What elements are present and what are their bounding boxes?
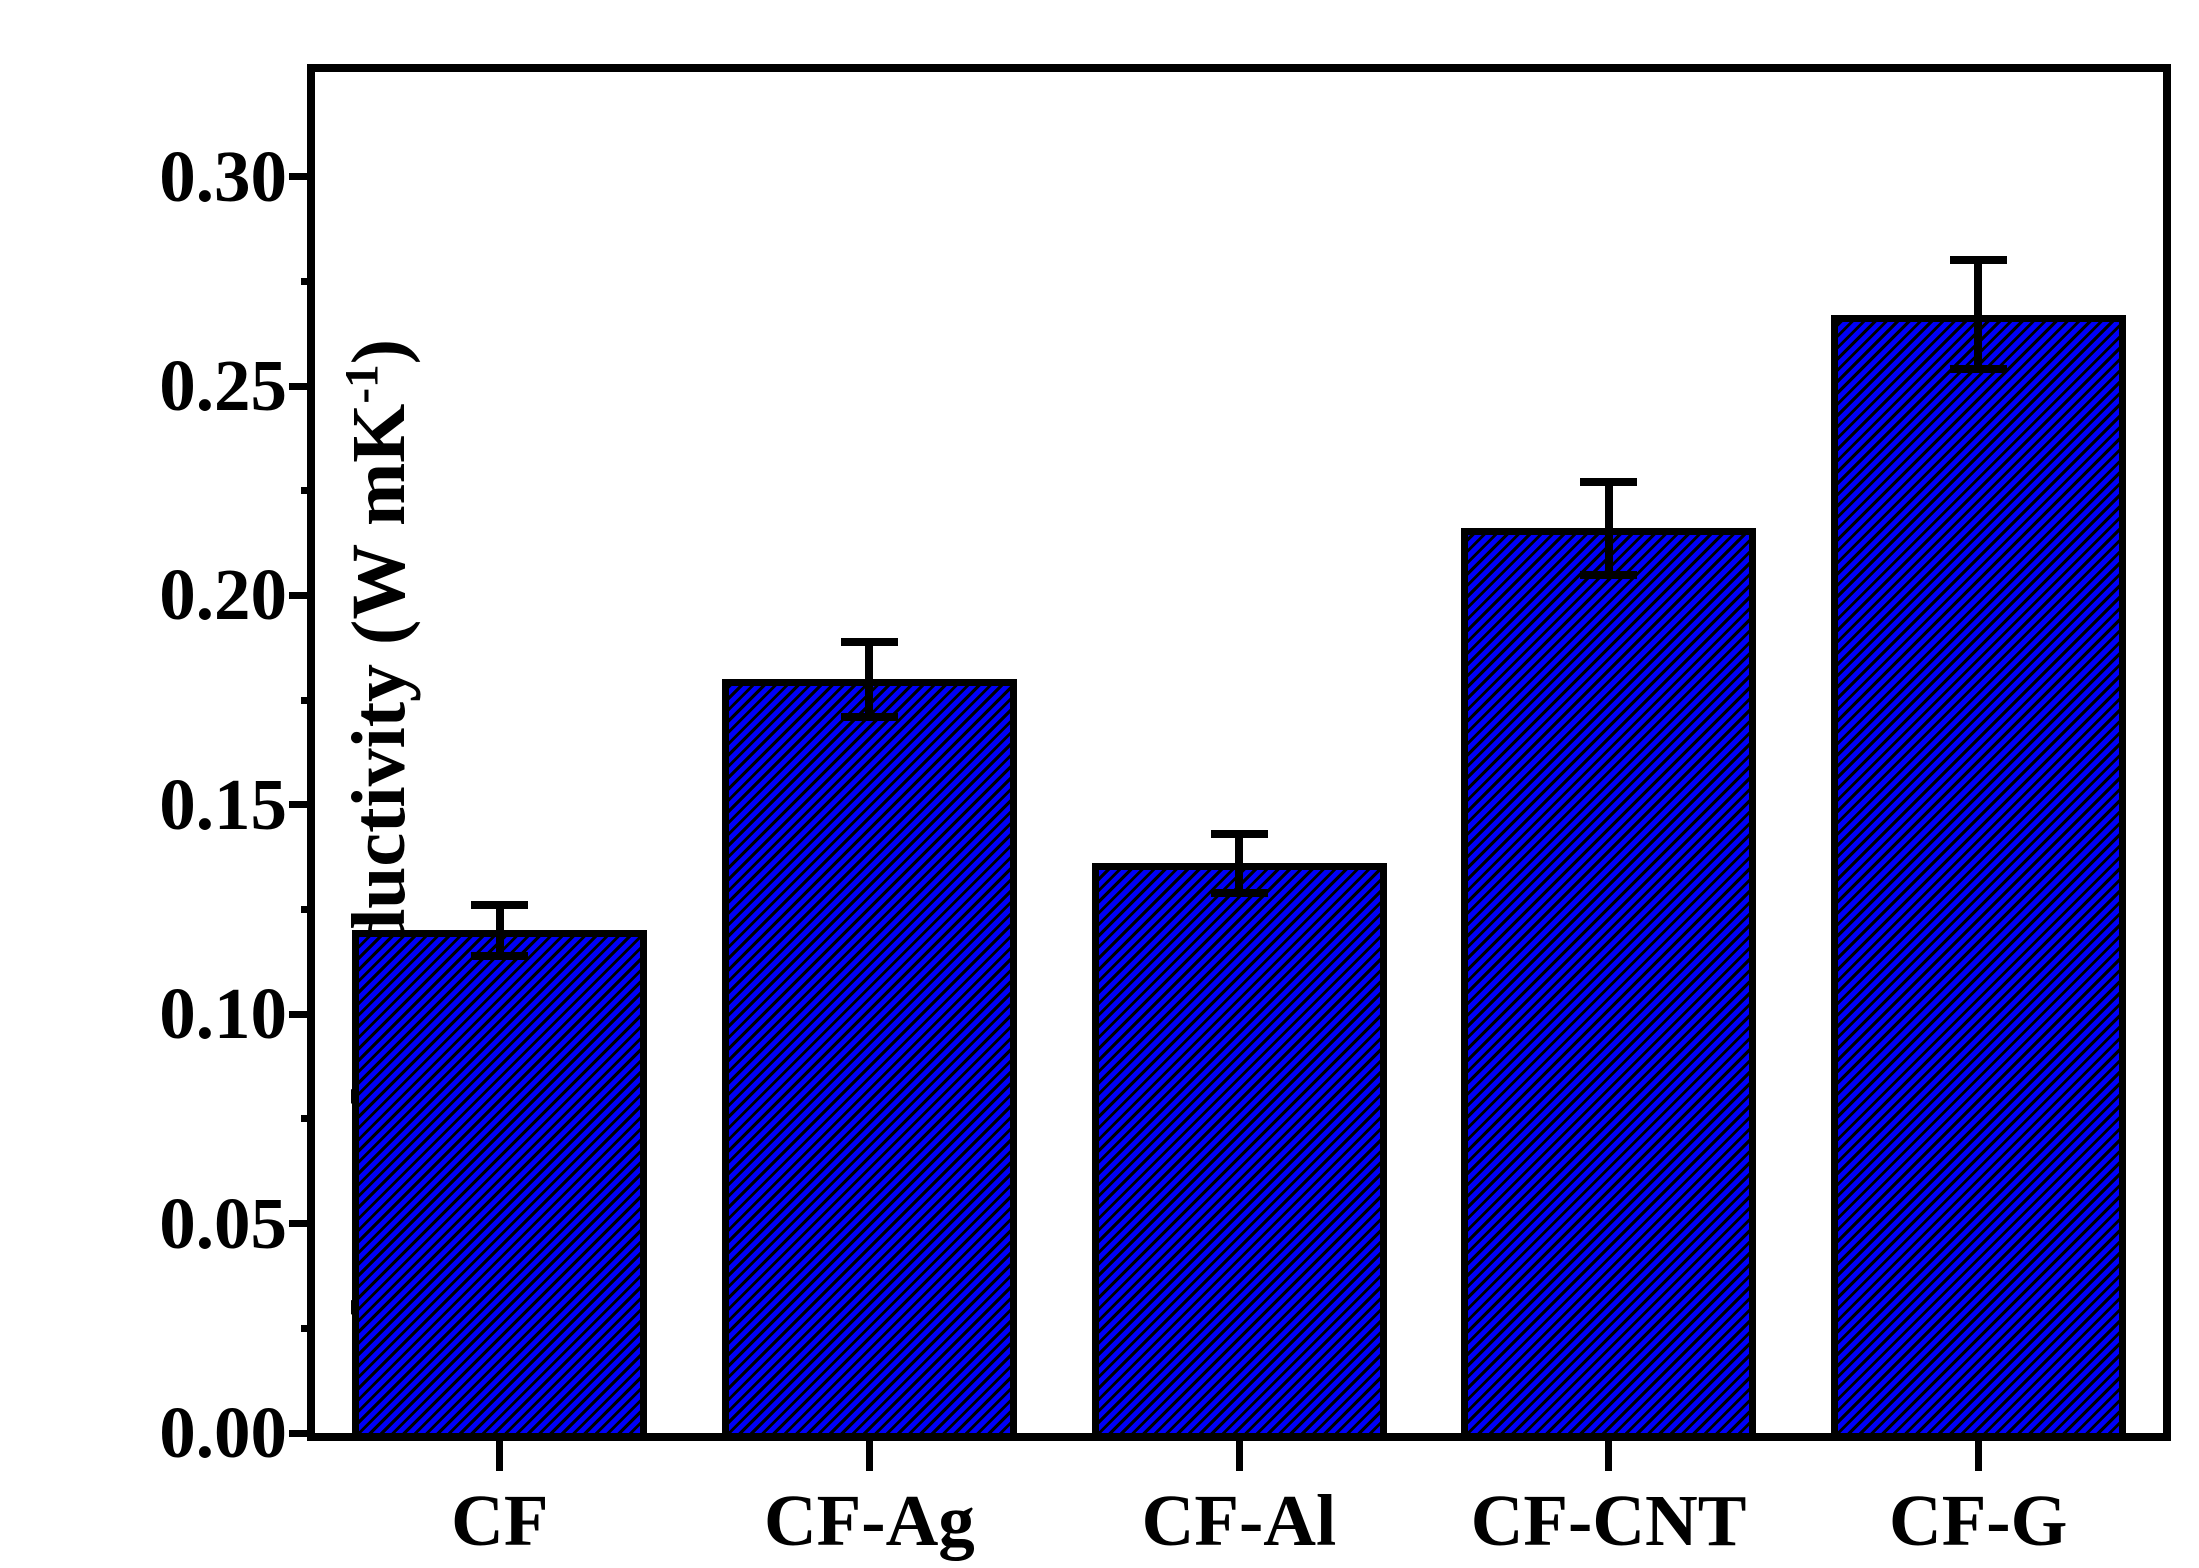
y-minor-tick [301, 1115, 315, 1123]
y-tick-label: 0.25 [159, 345, 287, 427]
x-tick-label-cf-al: CF-Al [1141, 1480, 1337, 1561]
y-major-tick [289, 1429, 315, 1437]
y-tick-label: 0.30 [159, 135, 287, 217]
y-tick-label: 0.15 [159, 763, 287, 845]
y-axis-label-superscript: -1 [336, 364, 389, 404]
bar-cf [352, 930, 648, 1433]
error-bar-top-cap-cf-al [1210, 830, 1268, 839]
error-bar-stem-cf-al [1235, 834, 1243, 893]
error-bar-stem-cf-cnt [1604, 482, 1613, 575]
y-major-tick [289, 801, 315, 809]
y-minor-tick [301, 696, 315, 704]
y-axis-label-close: ) [337, 339, 421, 365]
error-bar-bottom-cap-cf-ag [840, 712, 898, 721]
bar-cf-cnt [1461, 528, 1757, 1433]
error-bar-stem-cf [495, 905, 504, 956]
error-bar-bottom-cap-cf [471, 951, 529, 960]
error-bar-top-cap-cf [471, 901, 529, 910]
y-minor-tick [301, 906, 315, 914]
y-major-tick [289, 1220, 315, 1228]
error-bar-top-cap-cf-g [1949, 256, 2007, 265]
x-tick-cf-al [1235, 1441, 1243, 1471]
bar-cf-ag [721, 679, 1017, 1433]
y-major-tick [289, 591, 315, 599]
x-tick-cf [496, 1441, 504, 1471]
plot-area: Thermal conductivity (W mK-1) 0.00 0.05 0.… [159, 64, 2171, 1561]
bar-cf-g [1830, 314, 2126, 1433]
x-tick-label-cf-ag: CF-Ag [763, 1480, 975, 1561]
error-bar-top-cap-cf-ag [840, 637, 898, 646]
error-bar-bottom-cap-cf-cnt [1580, 570, 1638, 579]
bar-cf-al [1091, 863, 1387, 1433]
y-minor-tick [301, 487, 315, 495]
y-major-tick [289, 173, 315, 181]
error-bar-stem-cf-ag [865, 641, 874, 717]
x-tick-label-cf-g: CF-G [1888, 1480, 2068, 1561]
x-tick-label-cf-cnt: CF-CNT [1470, 1480, 1747, 1561]
y-tick-label: 0.00 [159, 1392, 287, 1473]
error-bar-bottom-cap-cf-g [1949, 365, 2007, 374]
x-tick-label-cf: CF [451, 1480, 549, 1561]
x-tick-cf-cnt [1605, 1441, 1613, 1471]
y-minor-tick [301, 277, 315, 285]
y-minor-tick [301, 1324, 315, 1332]
y-tick-label: 0.20 [159, 554, 287, 636]
x-tick-cf-ag [865, 1441, 873, 1471]
y-major-tick [289, 1010, 315, 1018]
error-bar-top-cap-cf-cnt [1580, 478, 1638, 487]
error-bar-bottom-cap-cf-al [1210, 888, 1268, 897]
x-tick-cf-g [1974, 1441, 1982, 1471]
y-tick-label: 0.05 [159, 1182, 287, 1264]
y-tick-label: 0.10 [159, 973, 287, 1055]
y-major-tick [289, 382, 315, 390]
error-bar-stem-cf-g [1974, 260, 1983, 370]
